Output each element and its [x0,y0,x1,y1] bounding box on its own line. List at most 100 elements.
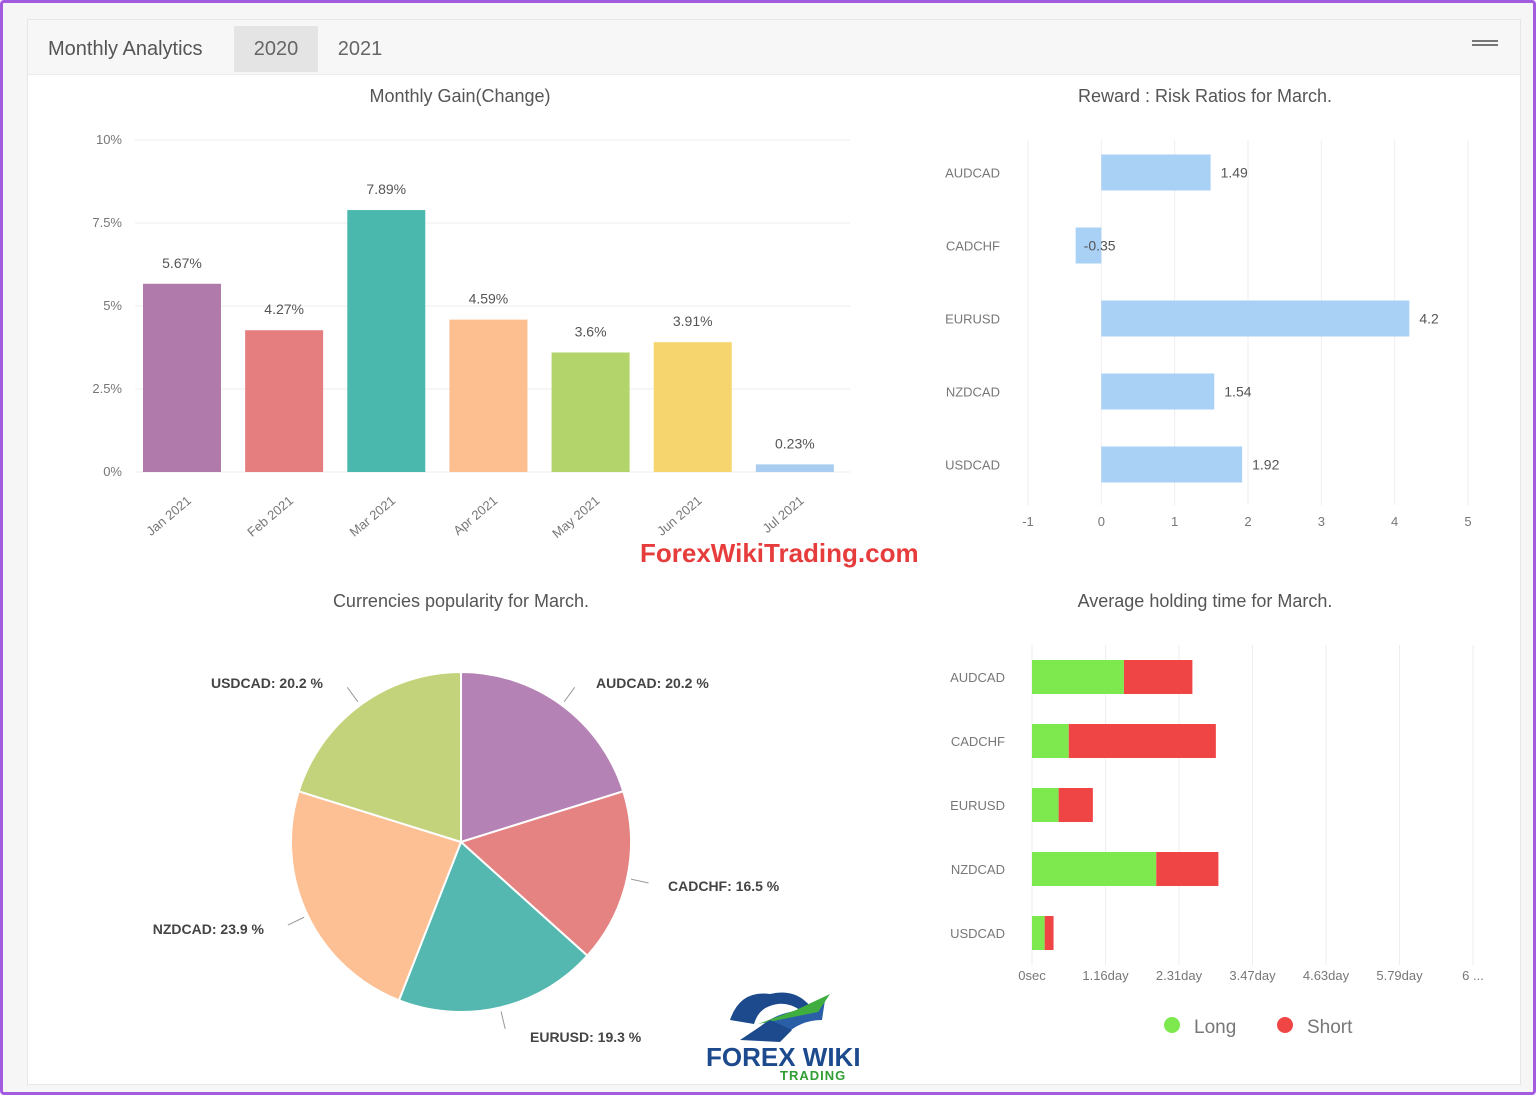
gain-bar-label: 4.27% [264,301,304,317]
hold-bar-segment[interactable] [1032,660,1124,694]
pie-label: CADCHF: 16.5 % [668,878,780,894]
gain-x-tick: Mar 2021 [346,493,398,540]
pie-label: AUDCAD: 20.2 % [596,675,709,691]
pie-label: EURUSD: 19.3 % [530,1029,642,1045]
risk-x-tick: -1 [1022,514,1034,529]
logo-text-forex-wiki: FOREX WIKI [706,1042,861,1072]
hold-bar-segment[interactable] [1156,852,1219,886]
hold-y-label: AUDCAD [950,670,1005,685]
gain-bar[interactable] [653,342,732,472]
logo-text-trading: TRADING [780,1068,847,1083]
gain-bar[interactable] [449,319,528,472]
risk-y-label: USDCAD [945,458,1000,473]
risk-bar[interactable] [1101,154,1211,191]
legend-swatch[interactable] [1277,1017,1293,1033]
gain-y-tick: 7.5% [92,215,122,230]
tab-2020[interactable]: 2020 [234,26,318,72]
risk-bar-label: -0.35 [1084,238,1116,254]
gain-bar-label: 7.89% [366,181,406,197]
gain-bar[interactable] [245,330,324,472]
gain-bar[interactable] [347,210,426,472]
hold-bar-segment[interactable] [1032,788,1059,822]
gain-y-tick: 5% [103,298,122,313]
gain-x-tick: Apr 2021 [450,493,500,538]
gain-y-tick: 0% [103,464,122,479]
hold-x-tick: 3.47day [1229,968,1276,983]
gain-y-tick: 10% [96,132,122,147]
risk-y-label: EURUSD [945,312,1000,327]
risk-bar-label: 1.49 [1221,165,1248,181]
risk-x-tick: 3 [1318,514,1325,529]
risk-bar[interactable] [1101,446,1243,483]
pie-slice[interactable] [290,790,463,1002]
hold-bar-segment[interactable] [1032,724,1069,758]
gain-bar[interactable] [755,464,834,472]
gain-x-tick: May 2021 [549,493,602,541]
hold-x-tick: 0sec [1018,968,1046,983]
pie-slice[interactable] [459,790,632,958]
holding-title: Average holding time for March. [1078,591,1333,611]
hold-x-tick: 2.31day [1156,968,1203,983]
pie-label: NZDCAD: 23.9 % [153,921,265,937]
popularity-title: Currencies popularity for March. [333,591,589,611]
gain-bar-label: 3.91% [673,313,713,329]
hold-x-tick: 4.63day [1303,968,1350,983]
pie-leader-line [346,687,359,703]
risk-x-tick: 1 [1171,514,1178,529]
pie-slice[interactable] [460,670,625,844]
hold-bar-segment[interactable] [1068,724,1216,758]
gain-x-tick: Jul 2021 [759,493,806,536]
pie-slice[interactable] [297,670,462,844]
menu-icon[interactable] [1472,40,1498,48]
risk-bar[interactable] [1101,300,1410,337]
legend-label[interactable]: Short [1307,1017,1353,1038]
gain-x-tick: Jan 2021 [143,493,194,539]
hold-bar-segment[interactable] [1032,916,1045,950]
gain-x-tick: Feb 2021 [244,493,296,540]
hold-x-tick: 1.16day [1082,968,1129,983]
gain-bar-label: 3.6% [575,323,607,339]
pie-label: USDCAD: 20.2 % [211,675,324,691]
legend-swatch[interactable] [1164,1017,1180,1033]
risk-bar-label: 4.2 [1419,311,1439,327]
hold-bar-segment[interactable] [1032,852,1157,886]
legend-label[interactable]: Long [1194,1017,1236,1038]
pie-leader-line [563,687,576,703]
gain-x-tick: Jun 2021 [654,493,705,539]
tab-bar: Monthly Analytics 2020 2021 [28,20,1520,75]
hold-bar-segment[interactable] [1123,660,1193,694]
risk-bar-label: 1.92 [1252,457,1279,473]
hold-y-label: CADCHF [951,734,1005,749]
hold-y-label: NZDCAD [951,862,1005,877]
gain-y-tick: 2.5% [92,381,122,396]
gain-bar[interactable] [551,352,630,472]
hold-bar-segment[interactable] [1058,788,1093,822]
hold-x-tick: 5.79day [1376,968,1423,983]
pie-leader-line [630,878,649,884]
monthly-gain-title: Monthly Gain(Change) [369,86,550,106]
gain-bar-label: 5.67% [162,255,202,271]
watermark-text: ForexWikiTrading.com [640,538,919,568]
risk-ratio-title: Reward : Risk Ratios for March. [1078,86,1332,106]
risk-y-label: NZDCAD [946,385,1000,400]
risk-x-tick: 5 [1464,514,1471,529]
hold-bar-segment[interactable] [1044,916,1054,950]
pie-leader-line [287,916,305,926]
analytics-panel: Monthly Analytics 2020 2021 [27,19,1521,1085]
risk-bar[interactable] [1075,227,1102,264]
risk-y-label: AUDCAD [945,166,1000,181]
gain-bar[interactable] [143,283,221,472]
gain-bar-label: 4.59% [469,291,509,307]
risk-x-tick: 2 [1244,514,1251,529]
forex-wiki-logo [730,992,830,1042]
hold-y-label: USDCAD [950,926,1005,941]
risk-x-tick: 4 [1391,514,1398,529]
hold-x-tick: 6 ... [1462,968,1484,983]
pie-slice[interactable] [397,840,589,1013]
tab-2021[interactable]: 2021 [337,38,383,60]
risk-bar-label: 1.54 [1224,384,1251,400]
gain-bar-label: 0.23% [775,435,815,451]
risk-x-tick: 0 [1098,514,1105,529]
risk-bar[interactable] [1101,373,1215,410]
